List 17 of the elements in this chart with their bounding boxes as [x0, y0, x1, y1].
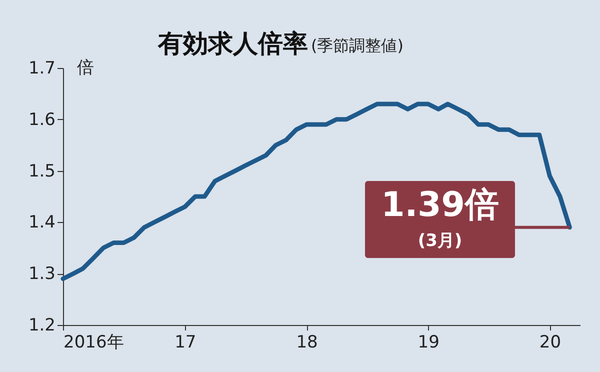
y-tick-label: 1.5: [28, 161, 56, 182]
line-series: [60, 102, 572, 281]
annotation: (3月): [418, 231, 462, 251]
y-tick-label: 1.4: [28, 212, 56, 233]
x-tick-label: 17: [174, 332, 196, 352]
y-tick-label: 1.6: [28, 110, 56, 130]
annotation: 1.39倍: [381, 185, 499, 225]
y-tick-label: 1.2: [28, 316, 56, 336]
x-tick-label: 19: [418, 332, 440, 352]
y-tick-label: 1.7: [28, 58, 56, 78]
y-tick-label: 1.3: [28, 264, 56, 284]
chart-title: 有効求人倍率: [157, 29, 308, 58]
x-tick-label: 20: [539, 332, 562, 352]
x-tick-label: 18: [296, 332, 318, 352]
chart-subtitle: (季節調整値): [311, 36, 404, 55]
y-axis-title: 倍: [77, 58, 94, 78]
x-tick-label: 2016年: [64, 332, 124, 352]
